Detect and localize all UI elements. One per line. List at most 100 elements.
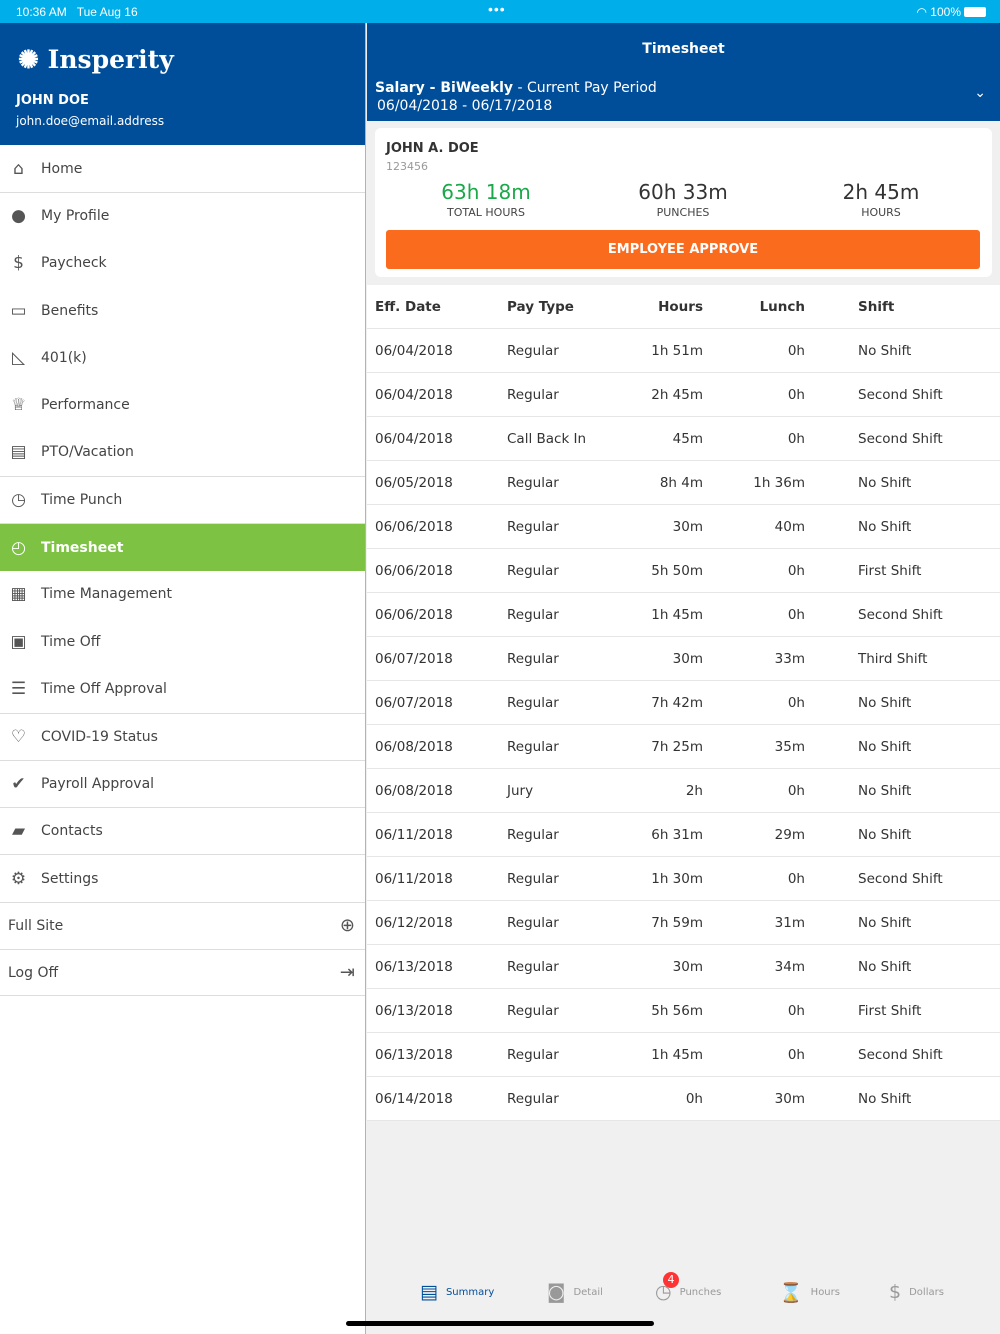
table-row[interactable]: 06/06/2018 Regular 1h 45m 0h Second Shift xyxy=(367,593,1000,637)
table-row[interactable]: 06/04/2018 Regular 2h 45m 0h Second Shift xyxy=(367,373,1000,417)
table-cell: 06/06/2018 xyxy=(375,518,453,535)
sidebar-item-time-off-approval[interactable]: ☰ Time Off Approval xyxy=(0,665,365,712)
heart-icon: ♡ xyxy=(10,726,27,747)
table-row[interactable]: 06/04/2018 Call Back In 45m 0h Second Shift xyxy=(367,417,1000,461)
sidebar-item-covid-19-status[interactable]: ♡ COVID-19 Status xyxy=(0,712,365,760)
table-row[interactable]: 06/13/2018 Regular 5h 56m 0h First Shift xyxy=(367,989,1000,1033)
table-cell: 06/04/2018 xyxy=(375,342,453,359)
sidebar-item-paycheck[interactable]: $ Paycheck xyxy=(0,240,365,287)
sidebar-item-contacts[interactable]: ▰ Contacts xyxy=(0,807,365,854)
punches-badge: 4 xyxy=(663,1272,679,1288)
sidebar-item-pto-vacation[interactable]: ▤ PTO/Vacation xyxy=(0,429,365,476)
table-row[interactable]: 06/08/2018 Regular 7h 25m 35m No Shift xyxy=(367,725,1000,769)
sidebar-item-time-management[interactable]: ▦ Time Management xyxy=(0,571,365,618)
clipboard-check-icon: ✔ xyxy=(11,774,26,794)
table-cell: No Shift xyxy=(858,958,912,975)
pay-period-dates: 06/04/2018 - 06/17/2018 xyxy=(377,98,553,114)
sidebar-item-benefits[interactable]: ▭ Benefits xyxy=(0,287,365,334)
table-row[interactable]: 06/11/2018 Regular 6h 31m 29m No Shift xyxy=(367,813,1000,857)
tab-hours[interactable]: ⌛ Hours xyxy=(779,1281,840,1304)
multitask-dots[interactable]: ••• xyxy=(488,1,506,17)
employee-approve-button[interactable]: EMPLOYEE APPROVE xyxy=(386,230,980,269)
table-cell: 0h xyxy=(787,782,805,799)
column-header[interactable]: Pay Type xyxy=(507,298,574,315)
summary-card: JOHN A. DOE 123456 63h 18m TOTAL HOURS 60… xyxy=(375,128,992,277)
table-cell: 06/04/2018 xyxy=(375,386,453,403)
column-header[interactable]: Lunch xyxy=(759,298,805,315)
sidebar-item-label: COVID-19 Status xyxy=(41,728,158,745)
sidebar-item-settings[interactable]: ⚙ Settings xyxy=(0,854,365,901)
bottom-tab-bar: ▤ Summary ◙ Detail ◷ 4 Punches ⌛ Hours $ Dollars xyxy=(367,1272,1000,1311)
document-search-icon: ◙ xyxy=(547,1281,566,1303)
tab-summary[interactable]: ▤ Summary xyxy=(420,1281,494,1303)
table-row[interactable]: 06/07/2018 Regular 30m 33m Third Shift xyxy=(367,637,1000,681)
table-cell: No Shift xyxy=(858,738,912,755)
table-cell: 0h xyxy=(787,870,805,887)
table-row[interactable]: 06/11/2018 Regular 1h 30m 0h Second Shift xyxy=(367,857,1000,901)
table-cell: 30m xyxy=(774,1090,805,1107)
document-icon: ▤ xyxy=(420,1281,438,1303)
table-row[interactable]: 06/12/2018 Regular 7h 59m 31m No Shift xyxy=(367,901,1000,945)
sidebar-item-label: Time Management xyxy=(41,586,172,603)
table-header: Eff. Date Pay Type Hours Lunch Shift xyxy=(367,285,1000,329)
timesheet-header[interactable]: Timesheet Salary - BiWeekly - Current Pa… xyxy=(367,23,1000,121)
table-cell: 06/11/2018 xyxy=(375,870,453,887)
sidebar-item-time-punch[interactable]: ◷ Time Punch xyxy=(0,476,365,523)
sidebar-item-label: Time Off Approval xyxy=(41,680,167,697)
table-cell: 1h 30m xyxy=(651,870,703,887)
table-cell: 1h 45m xyxy=(651,1046,703,1063)
tab-label: Summary xyxy=(445,1286,495,1298)
sidebar-item-my-profile[interactable]: ● My Profile xyxy=(0,192,365,239)
table-cell: 30m xyxy=(672,958,703,975)
table-cell: No Shift xyxy=(858,1090,912,1107)
full-site-link[interactable]: Full Site ⊕ xyxy=(0,901,365,949)
table-row[interactable]: 06/06/2018 Regular 30m 40m No Shift xyxy=(367,505,1000,549)
table-cell: 30m xyxy=(672,518,703,535)
log-off-link[interactable]: Log Off ⇥ xyxy=(0,949,365,997)
table-cell: 7h 25m xyxy=(651,738,703,755)
table-cell: No Shift xyxy=(858,694,912,711)
table-cell: No Shift xyxy=(858,474,912,491)
table-row[interactable]: 06/04/2018 Regular 1h 51m 0h No Shift xyxy=(367,329,1000,373)
home-indicator[interactable] xyxy=(346,1321,654,1326)
tab-punches[interactable]: ◷ 4 Punches xyxy=(655,1272,721,1303)
table-row[interactable]: 06/14/2018 Regular 0h 30m No Shift xyxy=(367,1077,1000,1121)
sidebar-item-label: Contacts xyxy=(41,823,103,840)
table-cell: Second Shift xyxy=(858,1046,943,1063)
column-header[interactable]: Shift xyxy=(858,298,895,315)
table-cell: 7h 42m xyxy=(651,694,703,711)
table-row[interactable]: 06/13/2018 Regular 1h 45m 0h Second Shift xyxy=(367,1033,1000,1077)
sidebar-item-home[interactable]: ⌂ Home xyxy=(0,145,365,192)
sidebar-item-401-k[interactable]: ◺ 401(k) xyxy=(0,334,365,381)
hours-stat: 2h 45m HOURS xyxy=(842,180,920,219)
table-row[interactable]: 06/07/2018 Regular 7h 42m 0h No Shift xyxy=(367,681,1000,725)
sidebar-item-payroll-approval[interactable]: ✔ Payroll Approval xyxy=(0,759,365,807)
table-row[interactable]: 06/13/2018 Regular 30m 34m No Shift xyxy=(367,945,1000,989)
sidebar-item-label: Timesheet xyxy=(41,539,124,556)
status-bar: 10:36 AM Tue Aug 16 ••• ◠ 100% xyxy=(0,0,1000,23)
sidebar-item-timesheet[interactable]: ◴ Timesheet xyxy=(0,523,365,571)
table-cell: 06/07/2018 xyxy=(375,694,453,711)
sidebar-item-performance[interactable]: ♕ Performance xyxy=(0,381,365,428)
sidebar-item-label: 401(k) xyxy=(41,349,87,366)
table-row[interactable]: 06/08/2018 Jury 2h 0h No Shift xyxy=(367,769,1000,813)
tab-label: Detail xyxy=(573,1286,603,1298)
pay-period: Salary - BiWeekly - Current Pay Period xyxy=(375,80,657,96)
column-header[interactable]: Hours xyxy=(658,298,703,315)
sidebar-item-time-off[interactable]: ▣ Time Off xyxy=(0,618,365,665)
table-cell: 45m xyxy=(672,430,703,447)
table-cell: Regular xyxy=(507,694,559,711)
table-cell: Second Shift xyxy=(858,386,943,403)
table-row[interactable]: 06/05/2018 Regular 8h 4m 1h 36m No Shift xyxy=(367,461,1000,505)
table-cell: Regular xyxy=(507,386,559,403)
column-header[interactable]: Eff. Date xyxy=(375,298,441,315)
chevron-down-icon[interactable]: ⌄ xyxy=(974,85,986,101)
tab-dollars[interactable]: $ Dollars xyxy=(889,1281,944,1303)
tab-detail[interactable]: ◙ Detail xyxy=(547,1281,603,1303)
gear-icon: ⚙ xyxy=(10,868,27,889)
table-cell: 06/05/2018 xyxy=(375,474,453,491)
table-row[interactable]: 06/06/2018 Regular 5h 50m 0h First Shift xyxy=(367,549,1000,593)
sign-out-icon: ⇥ xyxy=(339,962,355,984)
sidebar-item-label: Performance xyxy=(41,397,130,414)
table-cell: 7h 59m xyxy=(651,914,703,931)
